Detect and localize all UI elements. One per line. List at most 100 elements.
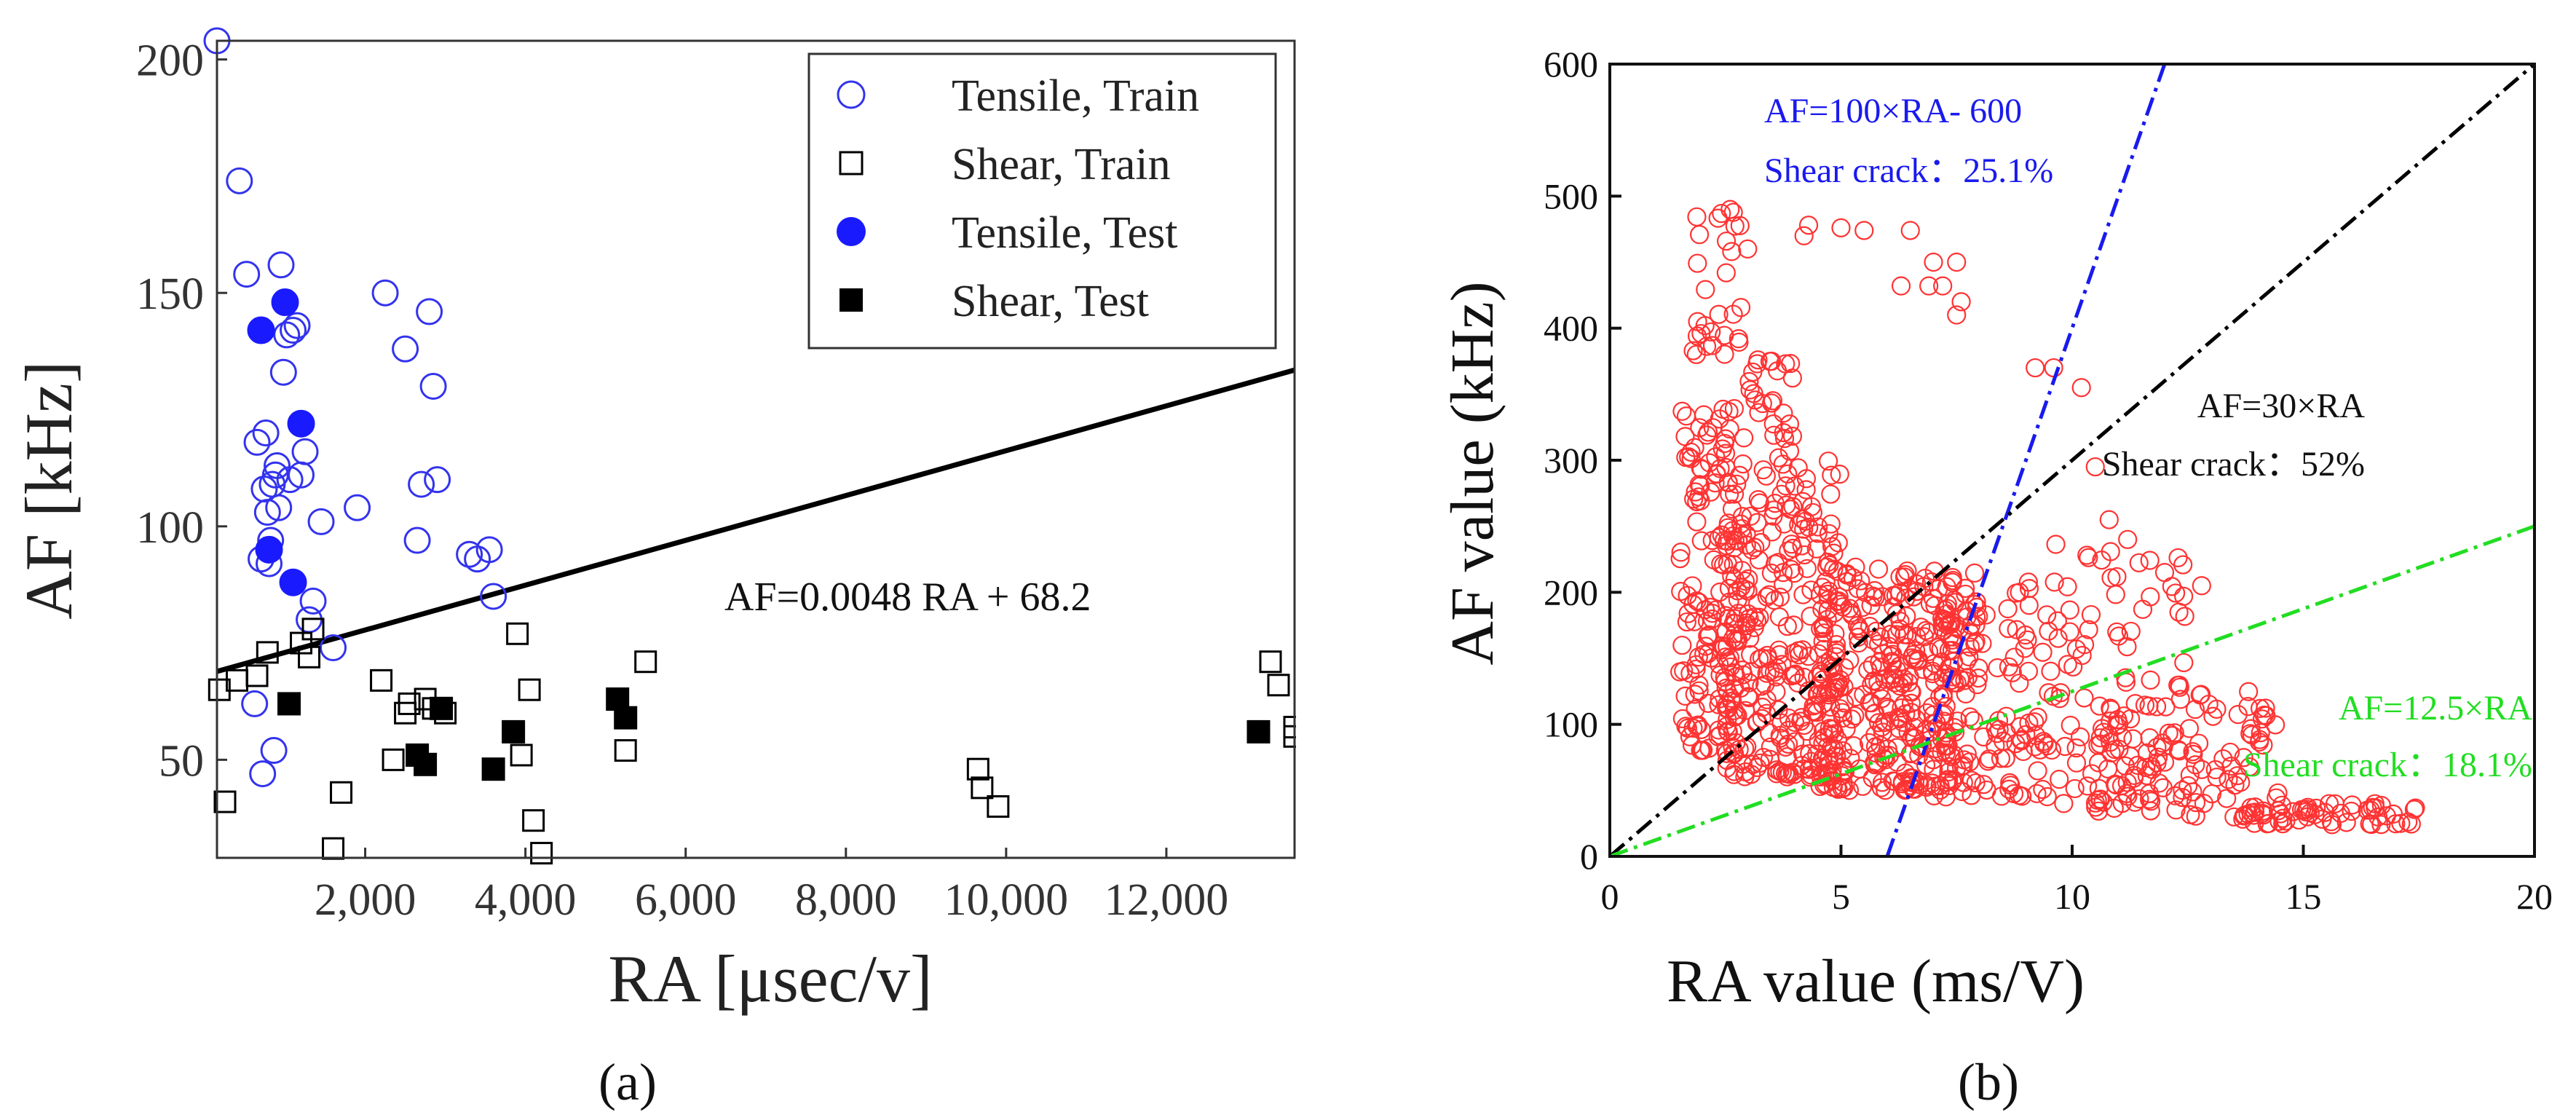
chart-b-point xyxy=(1821,514,1841,534)
chart-b-point xyxy=(2283,802,2303,821)
chart-a-y-axis-title: AF [kHz] xyxy=(12,360,86,619)
chart-b-point xyxy=(1822,465,1841,485)
chart-b-point xyxy=(2192,760,2212,779)
chart-b-point xyxy=(1783,497,1803,516)
chart-a-point-tensile-train xyxy=(249,760,277,788)
chart-b-point xyxy=(2002,663,2022,682)
chart-b-point xyxy=(2125,694,2145,714)
chart-b-point xyxy=(1769,448,1789,468)
chart-b-point xyxy=(1774,403,1793,423)
chart-b-point xyxy=(1976,605,1996,625)
chart-b-point xyxy=(1987,724,2007,744)
chart-a-point-shear-train xyxy=(522,809,545,832)
chart-b-point xyxy=(1826,635,1846,655)
chart-b-point xyxy=(1964,563,1985,583)
chart-b-point xyxy=(1784,615,1803,635)
chart-b-point xyxy=(1761,563,1781,583)
chart-b-point xyxy=(1966,615,1986,635)
chart-b-point xyxy=(2033,779,2052,800)
chart-b-point xyxy=(1702,322,1721,342)
chart-b-point xyxy=(1943,570,1963,591)
chart-a-y-tick-label: 100 xyxy=(136,503,204,553)
chart-b-point xyxy=(1813,631,1833,651)
chart-b-point xyxy=(1813,577,1833,597)
chart-b-point xyxy=(1779,414,1800,434)
chart-b-x-tick-label: 0 xyxy=(1601,876,1619,917)
chart-b-point xyxy=(1763,391,1783,411)
chart-b-point xyxy=(1830,699,1850,719)
chart-b-point xyxy=(1974,727,1994,747)
chart-b-x-tick-label: 20 xyxy=(2516,876,2553,917)
chart-a: 2,000 4,000 6,000 8,000 10,000 12,000 50 100 150… xyxy=(12,27,1296,1111)
chart-b-point xyxy=(1868,713,1889,733)
chart-b-point xyxy=(1776,476,1795,496)
chart-b-point xyxy=(2141,792,2161,811)
chart-b-point xyxy=(1686,659,1706,679)
chart-a-point-shear-train xyxy=(1259,650,1282,674)
chart-b-point xyxy=(1717,758,1737,778)
chart-b-point xyxy=(1764,591,1785,610)
chart-b-point xyxy=(1735,738,1755,758)
chart-b-point xyxy=(1933,276,1953,296)
chart-b-point xyxy=(1964,711,1983,730)
chart-a-point-tensile-train xyxy=(269,358,297,386)
chart-b-point xyxy=(1827,778,1847,797)
chart-b-point xyxy=(2146,697,2167,717)
chart-a-legend-box xyxy=(807,52,1277,350)
chart-a-point-tensile-train xyxy=(265,494,293,521)
chart-b-x-tick-label: 15 xyxy=(2285,876,2322,917)
chart-b-point xyxy=(2173,787,2192,808)
chart-b-point xyxy=(1851,571,1870,591)
chart-b-point xyxy=(2046,535,2066,554)
chart-b-point xyxy=(2154,752,2175,772)
chart-b-point xyxy=(1717,231,1737,251)
chart-b-point xyxy=(2184,744,2203,764)
chart-a-point-tensile-train xyxy=(253,499,281,527)
chart-a-marks xyxy=(203,27,1296,865)
chart-b-point xyxy=(2092,550,2111,570)
chart-b-point xyxy=(2074,635,2095,655)
chart-b-point xyxy=(1841,749,1860,768)
chart-b-point xyxy=(2250,730,2269,749)
chart-b-point xyxy=(2004,647,2024,667)
chart-a-point-tensile-train xyxy=(307,508,335,535)
chart-b-point xyxy=(1736,580,1755,599)
chart-b-point xyxy=(1687,512,1707,532)
chart-b-point xyxy=(1903,644,1923,665)
chart-b-point xyxy=(1690,225,1710,245)
chart-b-point xyxy=(1919,276,1939,296)
chart-b-point xyxy=(1685,685,1704,704)
chart-b-point xyxy=(1793,585,1813,604)
chart-b-point xyxy=(1683,341,1703,360)
chart-b-point xyxy=(1672,401,1692,421)
chart-b-point xyxy=(1779,441,1800,461)
chart-b-point xyxy=(1816,572,1836,591)
chart-b-point xyxy=(1999,618,2018,639)
chart-b-point xyxy=(1800,744,1820,763)
chart-a-point-tensile-train xyxy=(371,279,399,307)
chart-a-point-shear-train xyxy=(971,776,994,800)
chart-b-point xyxy=(1675,686,1695,706)
chart-b-point xyxy=(1960,707,1980,727)
chart-b-point xyxy=(1710,665,1730,685)
chart-b-point xyxy=(2266,715,2285,735)
chart-b-point xyxy=(2174,652,2194,673)
chart-b-point xyxy=(1904,717,1924,738)
chart-b-point xyxy=(2156,697,2176,717)
chart-b-point xyxy=(1891,276,1911,296)
chart-b-point xyxy=(2186,792,2206,813)
chart-b-point xyxy=(2109,739,2129,759)
chart-b-point xyxy=(1720,419,1739,439)
chart-b-point xyxy=(1901,693,1921,713)
chart-a-point-tensile-train xyxy=(233,261,261,288)
chart-b-point xyxy=(1750,493,1770,513)
chart-b-threshold-lines xyxy=(1608,63,2536,859)
chart-b-point xyxy=(1967,675,1987,695)
chart-b-point xyxy=(2251,723,2270,743)
chart-b-point xyxy=(1736,762,1755,782)
chart-b-point xyxy=(1769,640,1789,660)
chart-b-point xyxy=(1723,304,1743,324)
chart-b-point xyxy=(1733,526,1753,545)
chart-b-line-2-annotation: Shear crack：52% xyxy=(2102,445,2365,484)
